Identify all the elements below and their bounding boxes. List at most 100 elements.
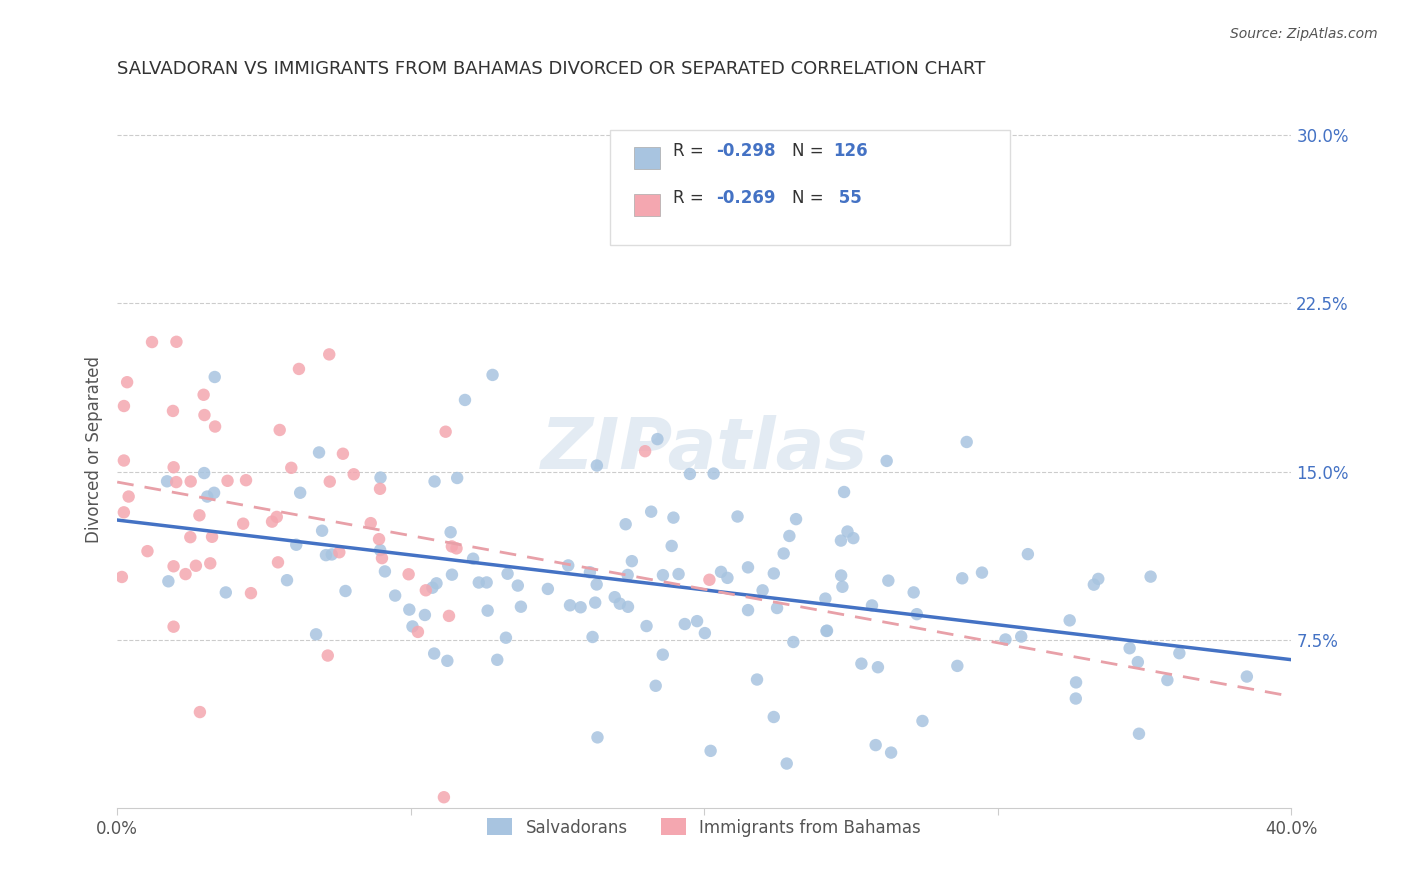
Immigrants from Bahamas [368, 482, 391, 496]
Immigrants from Bahamas [201, 530, 224, 544]
Salvadorans [454, 392, 477, 407]
Salvadorans [1059, 613, 1081, 627]
Immigrants from Bahamas [188, 705, 211, 719]
Immigrants from Bahamas [136, 544, 159, 558]
FancyBboxPatch shape [610, 129, 1010, 244]
Salvadorans [762, 710, 785, 724]
Salvadorans [1156, 673, 1178, 687]
Salvadorans [425, 576, 447, 591]
Immigrants from Bahamas [112, 505, 135, 519]
Immigrants from Bahamas [434, 425, 457, 439]
Text: R =: R = [672, 189, 709, 207]
Salvadorans [569, 600, 592, 615]
Salvadorans [308, 445, 330, 459]
Immigrants from Bahamas [193, 388, 215, 402]
Immigrants from Bahamas [266, 509, 288, 524]
Salvadorans [579, 566, 602, 580]
FancyBboxPatch shape [634, 147, 659, 169]
Salvadorans [782, 635, 804, 649]
Salvadorans [737, 603, 759, 617]
Salvadorans [950, 571, 973, 585]
Immigrants from Bahamas [162, 460, 184, 475]
Immigrants from Bahamas [260, 515, 283, 529]
Immigrants from Bahamas [162, 620, 184, 634]
Salvadorans [586, 731, 609, 745]
Salvadorans [640, 505, 662, 519]
Salvadorans [842, 531, 865, 545]
Salvadorans [446, 471, 468, 485]
Salvadorans [814, 591, 837, 606]
Salvadorans [911, 714, 934, 728]
Salvadorans [481, 368, 503, 382]
Salvadorans [693, 626, 716, 640]
Immigrants from Bahamas [440, 540, 463, 554]
Salvadorans [865, 738, 887, 752]
Immigrants from Bahamas [117, 490, 139, 504]
Salvadorans [651, 568, 673, 582]
Immigrants from Bahamas [217, 474, 239, 488]
Salvadorans [315, 548, 337, 562]
Salvadorans [880, 746, 903, 760]
Salvadorans [762, 566, 785, 581]
Immigrants from Bahamas [232, 516, 254, 531]
Salvadorans [1017, 547, 1039, 561]
Salvadorans [1010, 630, 1032, 644]
Salvadorans [745, 673, 768, 687]
Immigrants from Bahamas [437, 608, 460, 623]
Salvadorans [636, 619, 658, 633]
Salvadorans [609, 597, 631, 611]
Salvadorans [710, 565, 733, 579]
Immigrants from Bahamas [179, 530, 201, 544]
Text: SALVADORAN VS IMMIGRANTS FROM BAHAMAS DIVORCED OR SEPARATED CORRELATION CHART: SALVADORAN VS IMMIGRANTS FROM BAHAMAS DI… [117, 60, 986, 78]
Immigrants from Bahamas [269, 423, 291, 437]
Immigrants from Bahamas [360, 516, 382, 530]
Salvadorans [156, 475, 179, 489]
Salvadorans [1087, 572, 1109, 586]
Salvadorans [614, 517, 637, 532]
Salvadorans [815, 624, 838, 638]
Immigrants from Bahamas [200, 557, 222, 571]
Salvadorans [311, 524, 333, 538]
Salvadorans [679, 467, 702, 481]
Text: ZIPatlas: ZIPatlas [540, 415, 868, 483]
Salvadorans [558, 599, 581, 613]
Text: N =: N = [793, 143, 830, 161]
Salvadorans [651, 648, 673, 662]
Salvadorans [423, 475, 446, 489]
Salvadorans [557, 558, 579, 573]
Salvadorans [956, 434, 979, 449]
Immigrants from Bahamas [112, 453, 135, 467]
Salvadorans [486, 653, 509, 667]
Salvadorans [620, 554, 643, 568]
Immigrants from Bahamas [398, 567, 420, 582]
Immigrants from Bahamas [180, 475, 202, 489]
Salvadorans [398, 602, 420, 616]
Salvadorans [831, 580, 853, 594]
Salvadorans [461, 551, 484, 566]
Salvadorans [1118, 641, 1140, 656]
Salvadorans [815, 624, 838, 638]
Salvadorans [686, 614, 709, 628]
Salvadorans [157, 574, 180, 589]
Immigrants from Bahamas [115, 375, 138, 389]
Immigrants from Bahamas [415, 583, 437, 598]
Salvadorans [766, 601, 789, 615]
Immigrants from Bahamas [239, 586, 262, 600]
Salvadorans [585, 577, 607, 591]
Salvadorans [737, 560, 759, 574]
Salvadorans [285, 538, 308, 552]
Salvadorans [970, 566, 993, 580]
Salvadorans [617, 599, 640, 614]
Salvadorans [586, 458, 609, 473]
Salvadorans [581, 630, 603, 644]
Salvadorans [837, 524, 859, 539]
Immigrants from Bahamas [634, 444, 657, 458]
Salvadorans [496, 566, 519, 581]
Salvadorans [202, 485, 225, 500]
Salvadorans [703, 467, 725, 481]
Immigrants from Bahamas [318, 347, 340, 361]
Salvadorans [644, 679, 666, 693]
Salvadorans [413, 607, 436, 622]
Salvadorans [468, 575, 491, 590]
Immigrants from Bahamas [174, 567, 197, 582]
